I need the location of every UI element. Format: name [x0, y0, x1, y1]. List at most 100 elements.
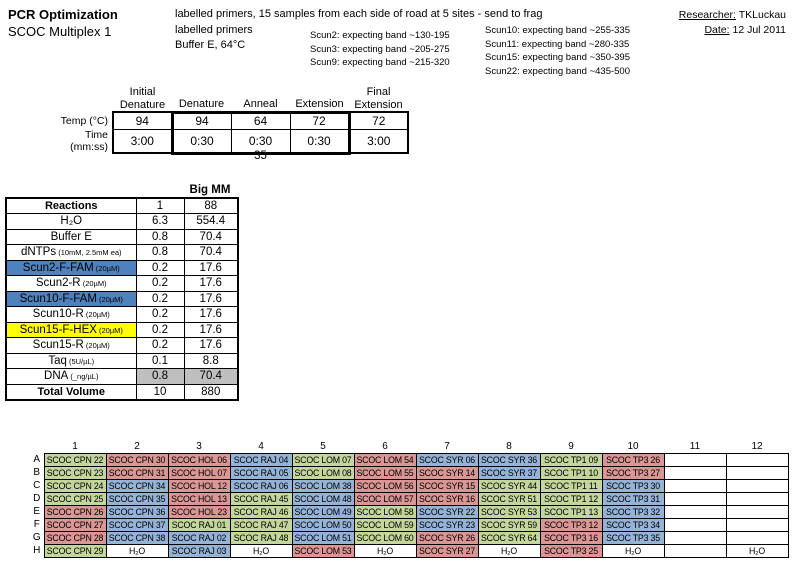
- cycle-corner: [48, 86, 113, 112]
- cycle-temp: 94: [112, 111, 173, 130]
- reagent-row: Reactions 1 88: [5, 197, 239, 214]
- well: SCOC TP1 11: [539, 478, 603, 493]
- well: SCOC CPN 24: [43, 478, 107, 493]
- band-note: Scun2: expecting band ~130-195: [310, 30, 450, 41]
- well: SCOC TP3 27: [601, 465, 665, 480]
- well: SCOC TP1 12: [539, 491, 603, 506]
- reagent-concentration: (20µM): [83, 310, 110, 320]
- cycle-time-row: Time (mm:ss) 3:00 0:30 0:30 0:30 3:00: [48, 128, 409, 155]
- well: [663, 504, 727, 519]
- cycle-temp: 94: [170, 110, 232, 130]
- well: SCOC CPN 28: [43, 530, 107, 545]
- well: SCOC LOM 59: [353, 517, 417, 532]
- plate-map-table: 1 2 3 4 5 6 7 8 9 10 11 12 A SCOC CPN 22 SCOC CPN 30 SC…: [30, 440, 789, 558]
- reagent-row: H₂O 6.3 554.4: [5, 213, 239, 230]
- reagent-concentration: (10mM, 2.5mM ea): [56, 248, 122, 258]
- reagent-concentration: (_ng/µL): [68, 372, 99, 382]
- well: SCOC TP3 16: [539, 530, 603, 545]
- well: SCOC RAJ 45: [229, 491, 293, 506]
- well: SCOC RAJ 02: [167, 530, 231, 545]
- cycle-table: Initial Denature Denature Anneal Extensio…: [48, 86, 409, 155]
- well: SCOC TP3 25: [539, 543, 603, 558]
- reagent-row: Scun15-R (20µM) 0.2 17.6: [5, 337, 239, 354]
- plate-col-header: 6: [382, 440, 388, 452]
- plate-col-header: 12: [751, 440, 763, 452]
- reagent-volume: 0.2: [135, 275, 185, 292]
- date-line: Date: 12 Jul 2011: [679, 23, 786, 38]
- well: SCOC LOM 08: [291, 465, 355, 480]
- reagent-concentration: (20µM): [80, 279, 107, 289]
- researcher-line: Researcher: TKLuckau: [679, 8, 786, 23]
- well: SCOC TP3 26: [601, 452, 665, 467]
- well: SCOC TP3 31: [601, 491, 665, 506]
- reagent-concentration: (20µM): [83, 341, 110, 351]
- plate-header-row: 1 2 3 4 5 6 7 8 9 10 11 12: [30, 440, 788, 453]
- protocol-notes: labelled primers, 15 samples from each s…: [175, 7, 542, 54]
- researcher-label: Researcher:: [678, 9, 736, 21]
- reagent-volume: 17.6: [183, 306, 239, 323]
- reagent-name: Scun2-F-FAM: [22, 261, 94, 274]
- plate-row-header: E: [33, 506, 41, 517]
- cycle-temp-row: Temp (°C) 94 94 64 72 72: [48, 110, 409, 130]
- well: SCOC SYR 53: [477, 504, 541, 519]
- cycle-time: 3:00: [348, 128, 409, 154]
- well: [663, 478, 727, 493]
- cycle-temp: 72: [289, 110, 351, 130]
- reagent-row: dNTPs (10mM, 2.5mM ea) 0.8 70.4: [5, 244, 239, 261]
- reagent-label: dNTPs (10mM, 2.5mM ea): [5, 244, 137, 261]
- well: [663, 465, 727, 480]
- plate-col-header: 10: [627, 440, 639, 452]
- reagent-name: DNA: [44, 370, 69, 383]
- expected-bands-left: Scun2: expecting band ~130-195 Scun3: exp…: [310, 29, 450, 70]
- reagent-volume: 0.2: [135, 306, 185, 323]
- well: [725, 478, 789, 493]
- reagent-name: Scun10-R: [32, 308, 84, 321]
- well: SCOC TP3 30: [601, 478, 665, 493]
- reagent-volume: 0.8: [135, 368, 185, 385]
- well: SCOC SYR 51: [477, 491, 541, 506]
- well: SCOC LOM 07: [291, 452, 355, 467]
- well: SCOC TP3 35: [601, 530, 665, 545]
- reagent-row: Scun10-F-FAM (20µM) 0.2 17.6: [5, 290, 239, 307]
- well: SCOC RAJ 46: [229, 504, 293, 519]
- note-line: Buffer E, 64°C: [175, 39, 246, 51]
- plate-row-header: H: [33, 545, 41, 556]
- well: SCOC TP3 12: [539, 517, 603, 532]
- reagent-volume: 70.4: [183, 244, 239, 261]
- plate-row-header: G: [32, 532, 41, 543]
- well: [663, 517, 727, 532]
- well: [663, 543, 727, 558]
- well: H₂O: [477, 543, 541, 558]
- well: SCOC SYR 37: [477, 465, 541, 480]
- well: SCOC LOM 56: [353, 478, 417, 493]
- master-mix-table: Reactions 1 88 H₂O 6.3 554.4 Buffer E 0.8 70.4 dN…: [5, 197, 239, 401]
- reagent-label: H₂O: [5, 213, 137, 230]
- cycle-row-label: Temp (°C): [60, 114, 108, 127]
- reagent-volume: 17.6: [183, 275, 239, 292]
- well: SCOC CPN 36: [105, 504, 169, 519]
- reagent-row: Scun10-R (20µM) 0.2 17.6: [5, 306, 239, 323]
- well: SCOC RAJ 04: [229, 452, 293, 467]
- plate-row-header: F: [33, 519, 40, 530]
- reagent-volume: 880: [183, 383, 239, 400]
- band-note: Scun22: expecting band ~435-500: [485, 65, 630, 77]
- plate-row: A SCOC CPN 22 SCOC CPN 30 SCOC HOL 06 SCOC R…: [30, 452, 789, 467]
- well: SCOC TP1 09: [539, 452, 603, 467]
- note-line: labelled primers, 15 samples from each s…: [175, 8, 543, 20]
- reagent-volume: 0.2: [135, 337, 185, 354]
- reagent-volume: 8.8: [183, 352, 239, 369]
- well: SCOC TP1 10: [539, 465, 603, 480]
- plate-col-header: 11: [689, 440, 701, 452]
- reagent-volume: 17.6: [183, 259, 239, 276]
- reagent-volume: 70.4: [183, 368, 239, 385]
- reagent-concentration: (5U/µL): [66, 356, 95, 366]
- well: SCOC HOL 07: [167, 465, 231, 480]
- band-note: Scun11: expecting band ~280-335: [485, 38, 630, 50]
- well: SCOC CPN 26: [43, 504, 107, 519]
- well: SCOC SYR 64: [477, 530, 541, 545]
- plate-col-header: 4: [258, 440, 264, 452]
- well: SCOC CPN 34: [105, 478, 169, 493]
- well: SCOC CPN 37: [105, 517, 169, 532]
- well: SCOC TP3 32: [601, 504, 665, 519]
- reagent-volume: 17.6: [183, 321, 239, 338]
